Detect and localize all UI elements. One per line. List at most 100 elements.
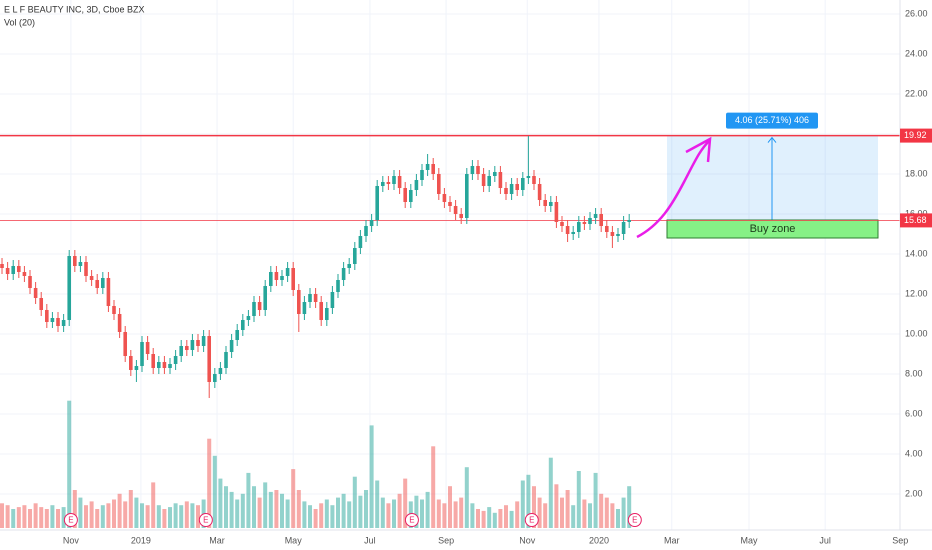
volume-bar <box>347 501 352 528</box>
candle-body <box>448 202 452 206</box>
volume-bar <box>599 493 604 528</box>
volume-bar <box>67 400 72 528</box>
volume-bar <box>100 505 105 528</box>
volume-bar <box>268 491 273 528</box>
x-tick-label: Nov <box>519 535 536 545</box>
volume-bar <box>593 472 598 528</box>
candle-body <box>492 172 497 176</box>
candle-body <box>129 356 133 370</box>
volume-bar <box>420 499 425 528</box>
volume-bar <box>173 503 178 528</box>
volume-bar <box>503 505 508 528</box>
candle-body <box>537 184 542 200</box>
volume-bar <box>414 495 419 528</box>
volume-bar <box>196 505 201 528</box>
volume-bar <box>520 480 525 528</box>
candle-body <box>84 262 88 276</box>
candle-body <box>269 272 273 286</box>
volume-bar <box>548 457 553 528</box>
candle-body <box>481 174 486 186</box>
candle-body <box>330 292 335 308</box>
volume-bar <box>184 501 189 528</box>
candle-body <box>565 226 570 234</box>
candle-body <box>218 368 223 374</box>
event-label: E <box>632 516 637 525</box>
candle-body <box>414 180 419 190</box>
candle-body <box>123 332 128 356</box>
candle-body <box>593 214 598 218</box>
candle-body <box>196 340 200 346</box>
x-tick-label: May <box>741 535 759 545</box>
y-tick-label: 26.00 <box>905 8 928 18</box>
candle-body <box>341 268 346 280</box>
candle-body <box>252 302 256 316</box>
volume-bar <box>112 499 117 528</box>
volume-bar <box>475 509 480 528</box>
y-tick-label: 12.00 <box>905 288 928 298</box>
y-tick-label: 18.00 <box>905 168 928 178</box>
volume-bar <box>464 467 469 528</box>
event-marker <box>404 513 419 527</box>
volume-bar <box>16 507 21 528</box>
candle-body <box>420 170 424 180</box>
candle-body <box>45 310 49 322</box>
candle-body <box>560 222 564 226</box>
measure-label: 4.06 (25.71%) 406 <box>735 115 809 125</box>
candle-body <box>464 174 469 218</box>
volume-bar <box>22 505 27 528</box>
candle-body <box>425 164 430 170</box>
candle-body <box>106 278 111 306</box>
volume-bar <box>453 501 458 528</box>
candle-body <box>5 268 10 274</box>
volume-bar <box>324 499 329 528</box>
candle-body <box>67 256 72 320</box>
annotations: 4.06 (25.71%) 406 Buy zone E E E E E <box>0 112 900 527</box>
candle-body <box>78 262 83 266</box>
volume-bar <box>28 509 33 528</box>
candle-body <box>554 202 559 222</box>
candle-body <box>616 234 620 236</box>
volume-bar <box>33 503 38 528</box>
candle-body <box>526 176 531 178</box>
axes: 2.00 4.00 6.00 8.00 10.00 12.00 14.00 16.00 18.0… <box>63 8 932 545</box>
candle-body <box>313 294 318 302</box>
volume-bar <box>436 499 441 528</box>
candle-body <box>235 330 240 340</box>
x-tick-label: Sep <box>438 535 454 545</box>
volume-bar <box>274 490 279 528</box>
candle-body <box>257 302 262 310</box>
candle-body <box>229 340 234 352</box>
y-tick-label: 6.00 <box>905 408 923 418</box>
event-label: E <box>68 516 73 525</box>
y-tick-label: 8.00 <box>905 368 923 378</box>
candle-body <box>588 218 592 224</box>
price-label-box <box>900 213 932 228</box>
x-tick-label: Nov <box>63 535 80 545</box>
volume-bar <box>207 438 212 528</box>
volume-bar <box>0 503 5 528</box>
volume-bar <box>263 482 268 528</box>
volume-bar <box>140 503 145 528</box>
candle-body <box>246 316 251 320</box>
candle-body <box>117 314 122 332</box>
candle-body <box>263 286 268 310</box>
volume-bar <box>336 497 341 528</box>
candle-body <box>336 280 340 292</box>
volume-bar <box>72 490 77 528</box>
volume-bar <box>44 509 49 528</box>
chart-title: E L F BEAUTY INC, 3D, Cboe BZX <box>4 4 145 14</box>
measure-arrow-head <box>767 136 777 143</box>
candle-body <box>515 184 519 190</box>
candle-body <box>112 306 116 314</box>
candle-body <box>476 166 480 174</box>
volume-bar <box>492 512 497 528</box>
candle-body <box>358 236 363 248</box>
candle-body <box>347 264 352 268</box>
volume-bar <box>257 497 262 528</box>
candle-body <box>543 200 547 206</box>
x-tick-label: Mar <box>209 535 225 545</box>
volume-bar <box>179 505 184 528</box>
volume-bar <box>352 476 357 528</box>
volume-bar <box>313 509 318 528</box>
